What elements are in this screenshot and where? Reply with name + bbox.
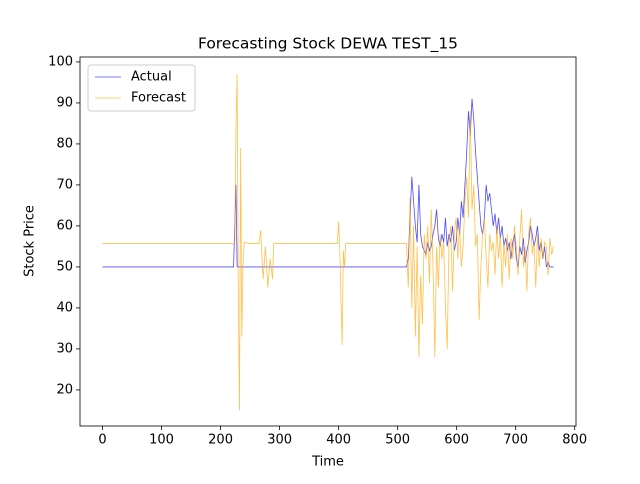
y-tick-label: 90 xyxy=(56,95,73,110)
x-tick-label: 400 xyxy=(326,433,351,448)
x-tick-label: 200 xyxy=(208,433,233,448)
x-tick-label: 500 xyxy=(385,433,410,448)
data-line xyxy=(102,98,554,268)
legend-box xyxy=(87,64,196,112)
y-tick-label: 30 xyxy=(56,341,73,356)
y-tick-label: 20 xyxy=(56,382,73,397)
y-tick-label: 80 xyxy=(56,136,73,151)
data-line xyxy=(102,74,554,411)
x-tick-label: 600 xyxy=(444,433,469,448)
chart-title: Forecasting Stock DEWA TEST_15 xyxy=(198,35,458,54)
y-tick-label: 100 xyxy=(48,54,73,69)
y-tick-label: 40 xyxy=(56,300,73,315)
y-tick-label: 50 xyxy=(56,259,73,274)
y-tick-label: 60 xyxy=(56,218,73,233)
y-axis-label: Stock Price xyxy=(23,205,38,277)
legend-label: Actual xyxy=(131,70,172,85)
x-tick-label: 100 xyxy=(149,433,174,448)
y-tick-label: 70 xyxy=(56,177,73,192)
x-tick-label: 0 xyxy=(98,433,106,448)
legend-label: Forecast xyxy=(131,91,186,106)
plot-frame xyxy=(79,56,577,427)
x-tick-label: 300 xyxy=(267,433,292,448)
x-axis-label: Time xyxy=(311,455,344,470)
x-tick-label: 700 xyxy=(503,433,528,448)
x-tick-label: 800 xyxy=(562,433,587,448)
